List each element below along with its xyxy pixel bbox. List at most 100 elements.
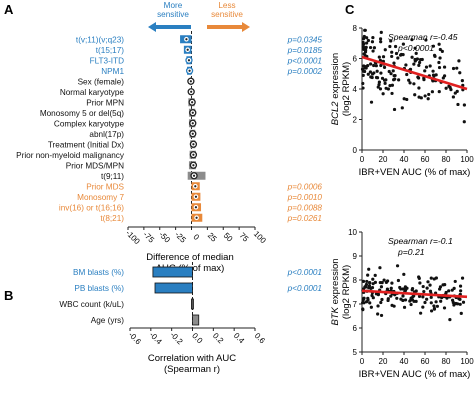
data-point: [390, 303, 394, 307]
panel-b-chart: BM blasts (%) p<0.0001 PB blasts (%) p<0.00…: [59, 262, 322, 375]
data-point: [430, 90, 434, 94]
data-point: [369, 286, 373, 291]
bar: [191, 298, 194, 310]
category-label: Treatment (Initial Dx): [48, 140, 124, 149]
data-point: [460, 276, 465, 280]
data-point: [408, 81, 412, 85]
data-point: [403, 298, 408, 302]
x-axis-title: IBR+VEN AUC (% of max): [359, 167, 471, 178]
data-point: [393, 44, 398, 49]
median-point-center: [192, 153, 195, 156]
data-point: [459, 289, 463, 293]
data-point: [428, 289, 433, 293]
trend-line: [361, 55, 468, 91]
data-point: [371, 296, 375, 300]
x-tick-label: -100: [124, 228, 142, 246]
category-label: Prior MDS: [86, 182, 124, 191]
p-value-label: p<0.0001: [287, 268, 322, 277]
data-point: [373, 280, 377, 284]
bar: [154, 282, 193, 294]
data-point: [369, 62, 373, 66]
data-point: [382, 65, 387, 69]
spearman-label: Spearman r=-0.1: [388, 236, 453, 246]
x-tick-label: 60: [421, 357, 430, 366]
data-point: [376, 312, 380, 316]
x-tick-label: 75: [238, 231, 251, 244]
data-point: [443, 283, 447, 287]
data-point: [438, 47, 442, 52]
category-label: Age (yrs): [91, 316, 124, 325]
y-axis-title: BCL2 expression: [330, 53, 341, 125]
data-point: [429, 301, 433, 305]
median-point-center: [191, 122, 194, 125]
data-point: [451, 66, 456, 71]
median-point-center: [189, 80, 192, 83]
data-point: [432, 53, 437, 57]
data-point: [431, 69, 435, 73]
data-point: [410, 38, 414, 42]
data-point: [387, 69, 391, 74]
data-point: [371, 277, 375, 281]
data-point: [395, 296, 399, 300]
data-point: [383, 81, 387, 85]
category-label: t(8;21): [100, 214, 124, 223]
data-point: [405, 97, 409, 102]
data-point: [379, 30, 383, 34]
right-arrow-icon: [207, 22, 250, 32]
x-tick-label: 100: [460, 155, 474, 164]
data-point: [438, 56, 442, 60]
data-point: [367, 284, 372, 288]
bar: [192, 314, 200, 326]
data-point: [434, 73, 438, 77]
category-label: Prior non-myeloid malignancy: [16, 151, 125, 160]
data-point: [385, 279, 390, 283]
bar: [152, 266, 193, 278]
data-point: [407, 78, 411, 82]
data-point: [375, 69, 379, 73]
median-point-center: [194, 185, 197, 188]
data-point: [368, 45, 373, 50]
p-value-label: p=0.0006: [287, 182, 323, 191]
median-point-center: [192, 164, 195, 167]
data-point: [366, 38, 371, 43]
data-point: [425, 297, 429, 301]
data-point: [429, 276, 433, 280]
data-point: [361, 81, 365, 86]
data-point: [410, 288, 414, 292]
x-tick-label: 80: [442, 155, 451, 164]
data-point: [381, 92, 385, 96]
sensitivity-header: More sensitive Less sensitive: [148, 1, 250, 32]
data-point: [455, 66, 459, 70]
p-value-label: p=0.0002: [287, 67, 323, 76]
trend-line: [361, 289, 468, 299]
data-point: [413, 93, 417, 97]
data-point: [379, 285, 384, 289]
x-tick-label: 0: [360, 357, 365, 366]
data-point: [360, 67, 365, 71]
data-point: [401, 53, 405, 57]
median-point-center: [188, 69, 191, 72]
x-tick-label: 40: [400, 357, 409, 366]
data-point: [435, 304, 439, 308]
x-tick-label: -0.2: [168, 330, 185, 347]
data-point: [368, 281, 372, 285]
data-point: [385, 287, 390, 291]
median-point-center: [190, 90, 193, 93]
data-point: [397, 78, 401, 82]
data-point: [392, 107, 397, 112]
data-point: [399, 297, 403, 301]
data-point: [376, 304, 380, 308]
category-label: t(9;11): [101, 172, 124, 181]
less-sensitive-label: Less sensitive: [211, 1, 243, 19]
data-point: [429, 309, 434, 313]
data-point: [361, 73, 365, 78]
category-label: Sex (female): [78, 77, 125, 86]
x-tick-label: 80: [442, 357, 451, 366]
x-tick-label: -0.4: [148, 330, 165, 347]
data-point: [417, 294, 422, 298]
p-value-label: p=0.0088: [287, 203, 323, 212]
category-label: Monosomy 7: [77, 193, 124, 202]
data-point: [431, 73, 436, 77]
data-point: [386, 298, 390, 303]
